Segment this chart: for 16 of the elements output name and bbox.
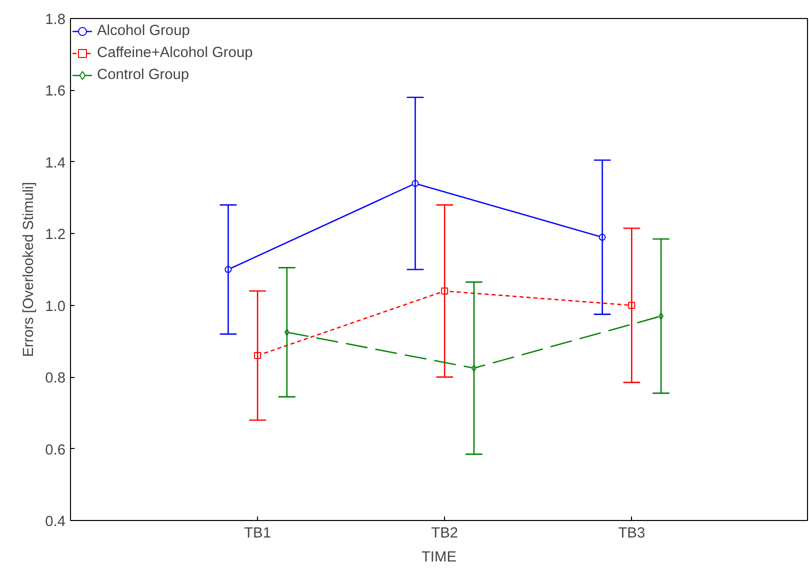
- y-tick-label: 0.6: [45, 442, 66, 458]
- y-axis-title: Errors [Overlooked Stimuli]: [21, 182, 38, 358]
- legend-label: Control Group: [97, 67, 190, 83]
- x-tick-label: TB3: [618, 526, 646, 542]
- legend-label: Alcohol Group: [97, 23, 190, 39]
- y-tick-label: 1.4: [45, 155, 66, 172]
- x-axis-title: TIME: [421, 550, 457, 566]
- y-tick-label: 1.8: [45, 12, 66, 28]
- y-tick-label: 1.6: [45, 84, 66, 100]
- y-tick-label: 0.8: [45, 370, 66, 387]
- legend-label: Caffeine+Alcohol Group: [97, 45, 253, 61]
- y-tick-label: 0.4: [45, 514, 66, 530]
- y-tick-label: 1.0: [45, 298, 66, 315]
- x-tick-label: TB1: [244, 526, 272, 542]
- y-tick-label: 1.2: [45, 227, 66, 244]
- x-tick-label: TB2: [431, 526, 458, 542]
